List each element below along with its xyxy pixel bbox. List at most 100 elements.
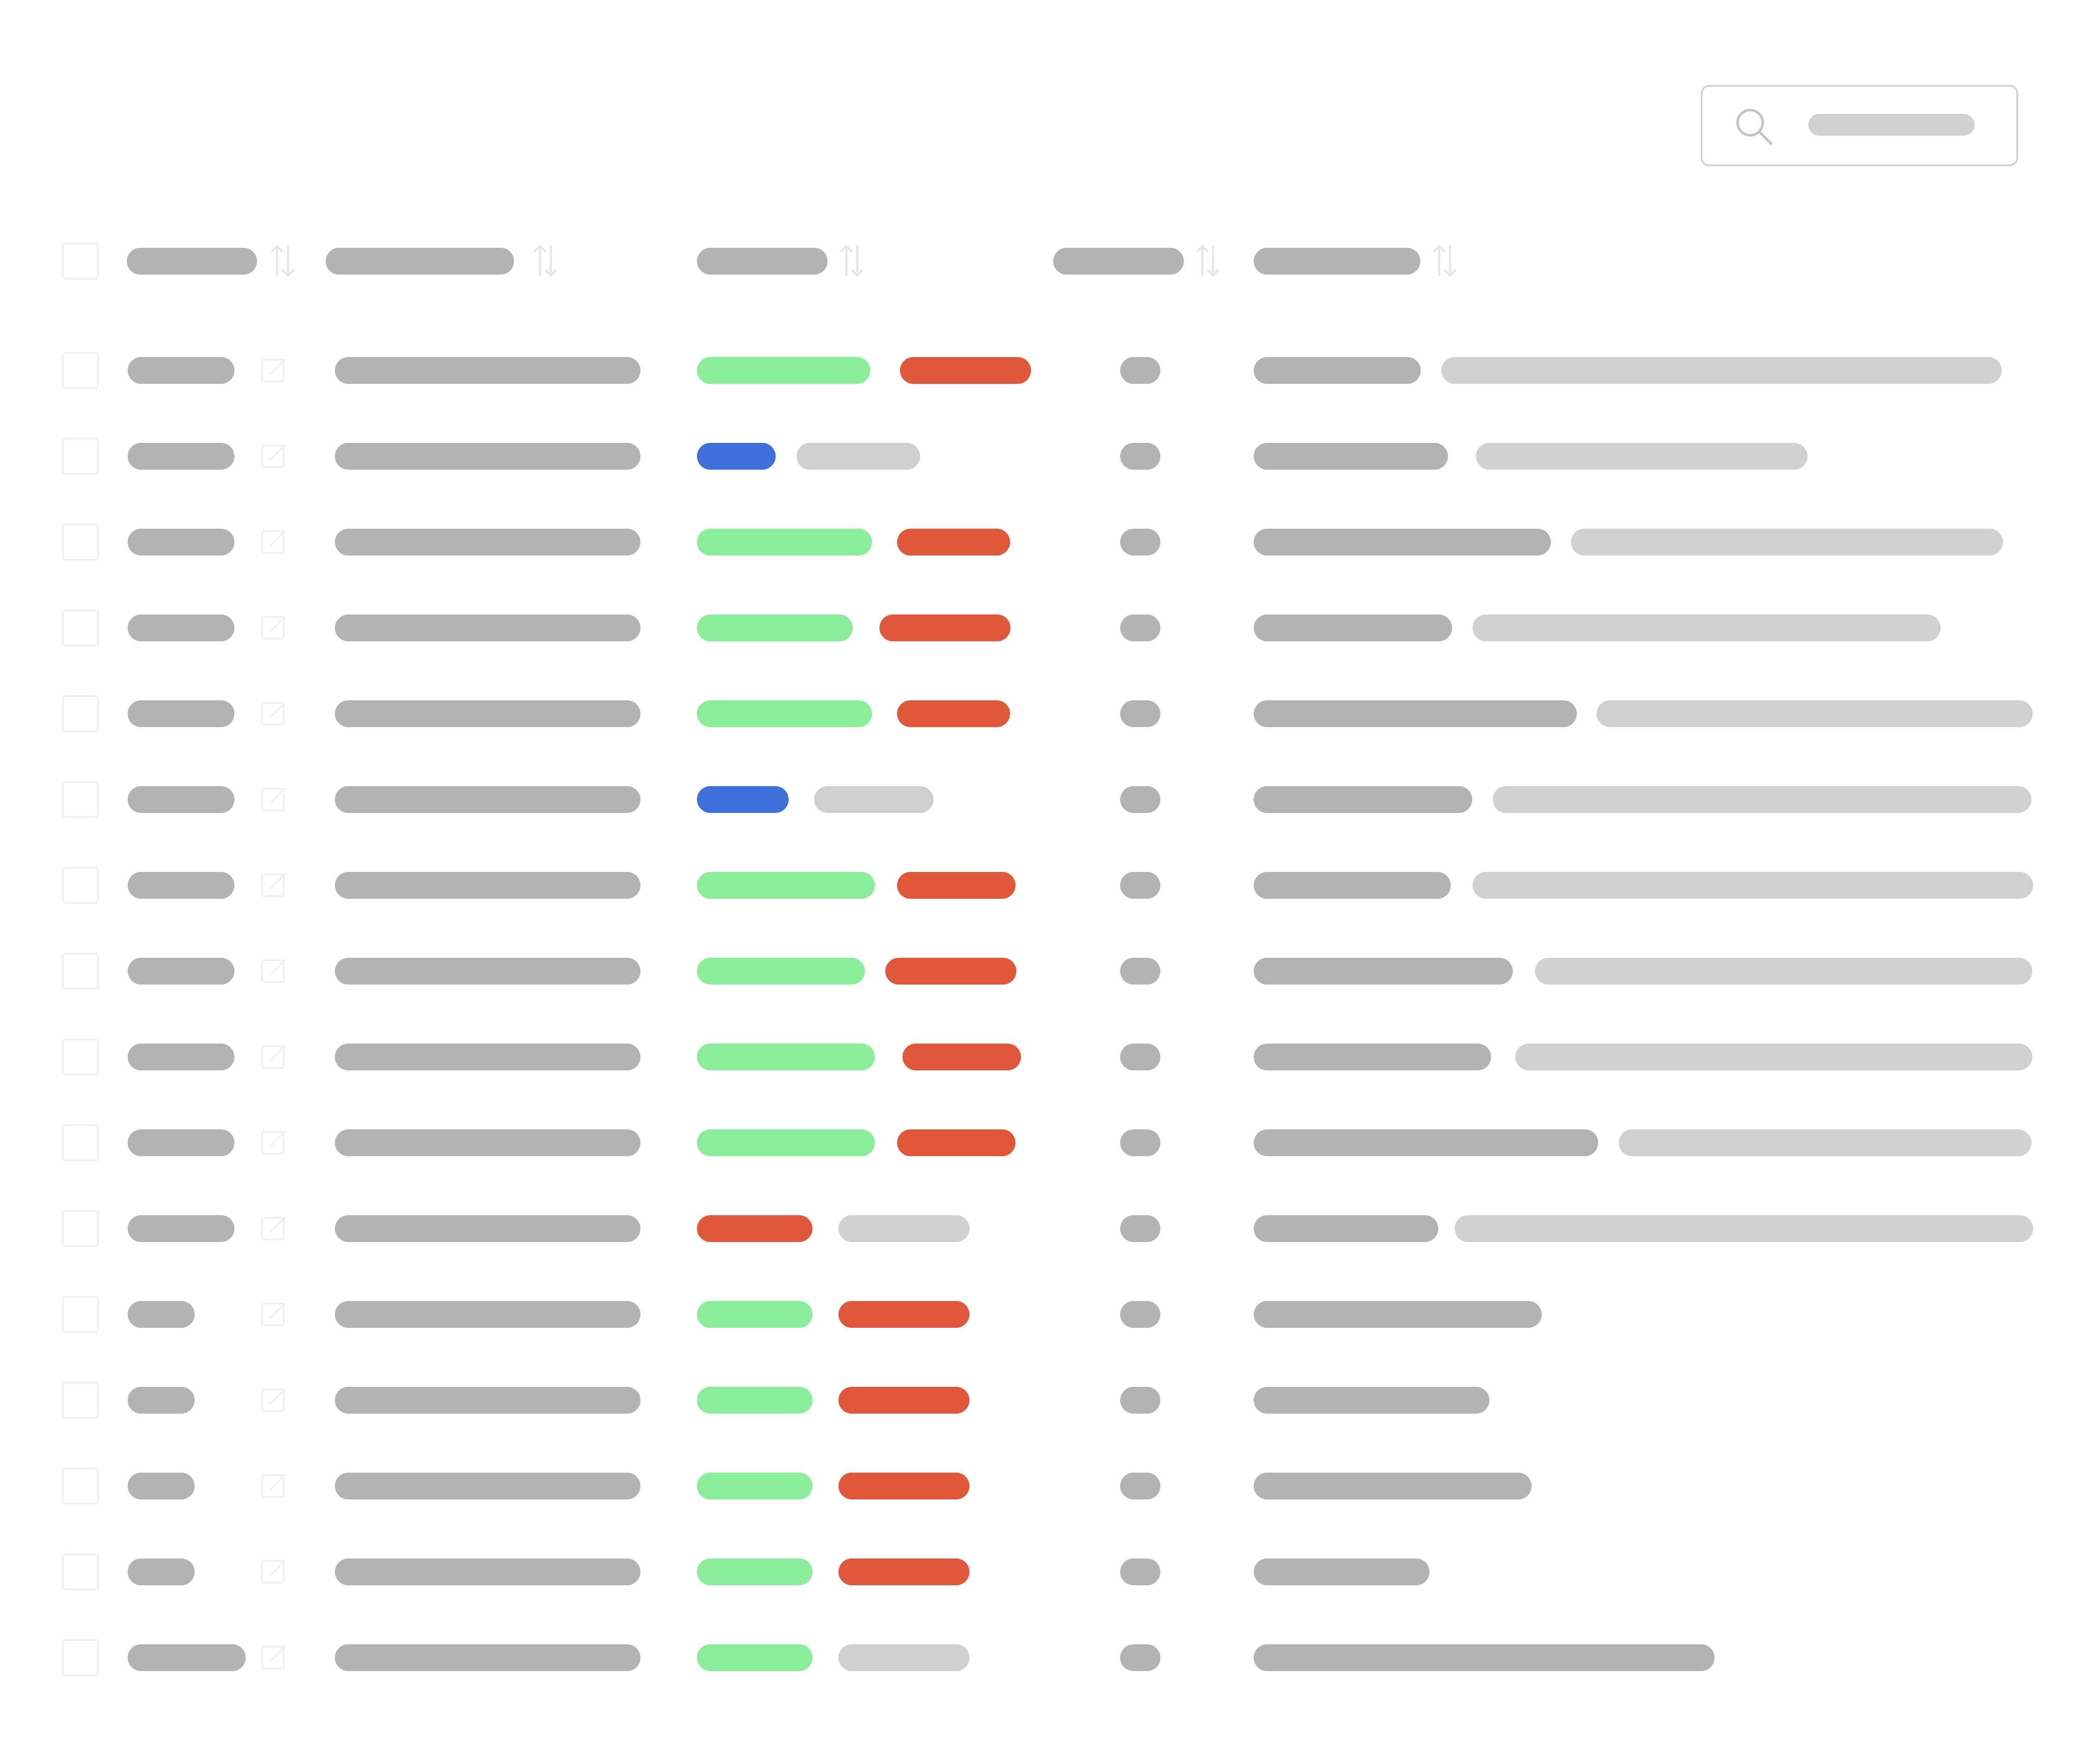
tag-badge-red[interactable] — [879, 615, 1011, 641]
tag-badge-green[interactable] — [697, 1129, 875, 1156]
tag-badge-red[interactable] — [897, 1129, 1016, 1156]
tag-badge-red[interactable] — [897, 529, 1010, 555]
row-id — [128, 958, 234, 985]
row-checkbox[interactable] — [62, 352, 99, 389]
row-checkbox[interactable] — [62, 1124, 99, 1161]
row-description — [1254, 615, 1452, 641]
tag-badge-red[interactable] — [838, 1473, 969, 1499]
row-checkbox[interactable] — [62, 1468, 99, 1504]
row-checkbox[interactable] — [62, 1639, 99, 1676]
tag-badge-blue[interactable] — [697, 786, 789, 813]
row-id — [128, 1044, 234, 1070]
edit-icon[interactable] — [260, 527, 289, 556]
row-name — [335, 357, 640, 384]
edit-icon[interactable] — [260, 1557, 289, 1586]
tag-badge-red[interactable] — [900, 357, 1031, 384]
sort-arrows-icon[interactable] — [1193, 242, 1222, 280]
sort-arrows-icon[interactable] — [1430, 242, 1459, 280]
row-checkbox[interactable] — [62, 695, 99, 732]
row-checkbox[interactable] — [62, 1382, 99, 1419]
row-id — [128, 357, 234, 384]
edit-icon[interactable] — [260, 870, 289, 900]
edit-icon[interactable] — [260, 1214, 289, 1243]
edit-icon[interactable] — [260, 1471, 289, 1500]
edit-icon[interactable] — [260, 613, 289, 642]
row-description — [1254, 786, 1472, 813]
edit-icon[interactable] — [260, 1128, 289, 1157]
row-count — [1120, 357, 1160, 384]
tag-badge-red[interactable] — [897, 700, 1010, 727]
tag-badge-grey[interactable] — [814, 786, 933, 813]
row-count — [1120, 958, 1160, 985]
row-description-secondary — [1455, 1215, 2033, 1242]
row-checkbox[interactable] — [62, 1296, 99, 1333]
tag-badge-red[interactable] — [897, 872, 1016, 899]
tag-badge-green[interactable] — [697, 700, 872, 727]
tag-badge-red[interactable] — [903, 1044, 1021, 1070]
row-checkbox[interactable] — [62, 1210, 99, 1247]
edit-icon[interactable] — [260, 441, 289, 471]
row-description — [1254, 1473, 1532, 1499]
select-all-checkbox[interactable] — [62, 243, 99, 280]
edit-icon[interactable] — [260, 1643, 289, 1672]
tag-badge-green[interactable] — [697, 1301, 813, 1328]
row-checkbox[interactable] — [62, 1553, 99, 1590]
tag-badge-green[interactable] — [697, 615, 853, 641]
row-count — [1120, 529, 1160, 555]
row-description — [1254, 1044, 1491, 1070]
row-description-secondary — [1441, 357, 2002, 384]
row-checkbox[interactable] — [62, 1039, 99, 1075]
tag-badge-grey[interactable] — [838, 1215, 969, 1242]
edit-icon[interactable] — [260, 699, 289, 728]
tag-badge-green[interactable] — [697, 529, 872, 555]
row-checkbox[interactable] — [62, 953, 99, 990]
tag-badge-red[interactable] — [838, 1387, 969, 1414]
search-input[interactable] — [1701, 85, 2018, 166]
tag-badge-green[interactable] — [697, 1044, 875, 1070]
sort-arrows-icon[interactable] — [531, 242, 560, 280]
tag-badge-grey[interactable] — [797, 443, 920, 470]
row-checkbox[interactable] — [62, 524, 99, 561]
row-checkbox[interactable] — [62, 438, 99, 475]
column-header-id — [127, 248, 257, 275]
row-description — [1254, 872, 1451, 899]
row-count — [1120, 1044, 1160, 1070]
row-description — [1254, 958, 1513, 985]
row-id — [128, 529, 234, 555]
edit-icon[interactable] — [260, 355, 289, 385]
row-id — [128, 1644, 246, 1671]
row-name — [335, 872, 640, 899]
edit-icon[interactable] — [260, 784, 289, 814]
row-count — [1120, 700, 1160, 727]
tag-badge-red[interactable] — [838, 1558, 969, 1585]
tag-badge-green[interactable] — [697, 1558, 813, 1585]
tag-badge-green[interactable] — [697, 357, 870, 384]
row-name — [335, 443, 640, 470]
row-name — [335, 700, 640, 727]
sort-arrows-icon[interactable] — [837, 242, 867, 280]
tag-badge-green[interactable] — [697, 1387, 813, 1414]
tag-badge-red[interactable] — [838, 1301, 969, 1328]
tag-badge-grey[interactable] — [838, 1644, 969, 1671]
tag-badge-green[interactable] — [697, 958, 865, 985]
tag-badge-green[interactable] — [697, 872, 875, 899]
sort-arrows-icon[interactable] — [268, 242, 297, 280]
row-id — [128, 872, 234, 899]
edit-icon[interactable] — [260, 956, 289, 985]
tag-badge-green[interactable] — [697, 1473, 813, 1499]
tag-badge-red[interactable] — [697, 1215, 813, 1242]
tag-badge-blue[interactable] — [697, 443, 776, 470]
row-checkbox[interactable] — [62, 609, 99, 646]
row-description — [1254, 1129, 1598, 1156]
row-description — [1254, 443, 1448, 470]
edit-icon[interactable] — [260, 1385, 289, 1414]
row-count — [1120, 872, 1160, 899]
tag-badge-green[interactable] — [697, 1644, 813, 1671]
row-checkbox[interactable] — [62, 867, 99, 904]
row-description — [1254, 357, 1421, 384]
row-description-secondary — [1493, 786, 2031, 813]
edit-icon[interactable] — [260, 1299, 289, 1329]
tag-badge-red[interactable] — [885, 958, 1016, 985]
edit-icon[interactable] — [260, 1042, 289, 1071]
row-checkbox[interactable] — [62, 781, 99, 818]
